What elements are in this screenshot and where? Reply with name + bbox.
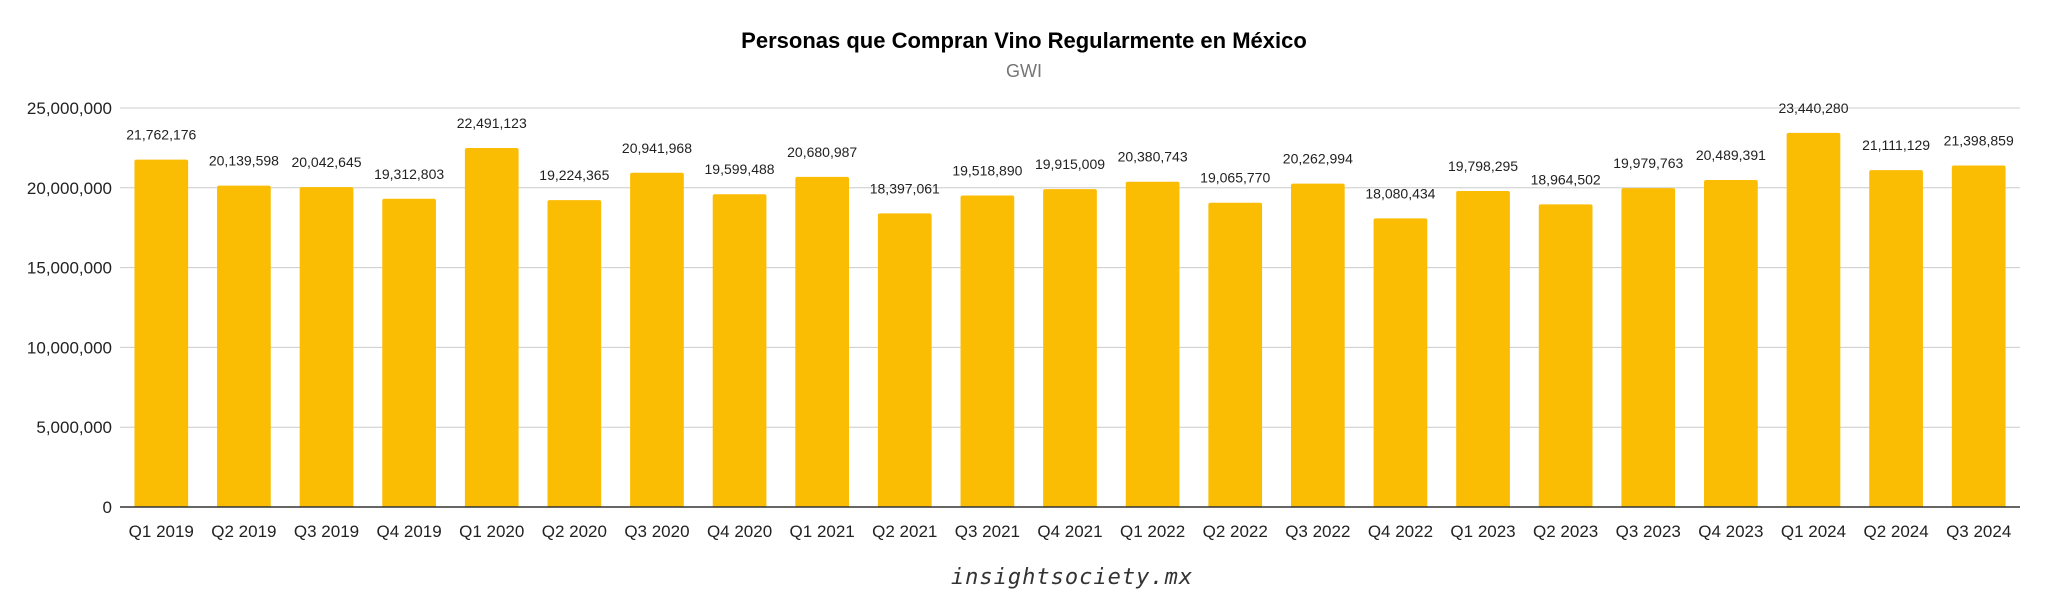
data-label: 19,065,770 xyxy=(1200,170,1270,186)
bar xyxy=(795,176,850,507)
y-tick-label: 25,000,000 xyxy=(27,99,112,118)
x-tick-label: Q4 2019 xyxy=(377,522,442,541)
bar xyxy=(1704,179,1758,507)
bar xyxy=(712,194,767,507)
x-tick-label: Q3 2020 xyxy=(624,522,689,541)
y-axis-ticks: 0 5,000,000 10,000,000 15,000,000 20,000,000… xyxy=(27,99,112,517)
bar xyxy=(960,195,1015,507)
data-label: 19,915,009 xyxy=(1035,156,1105,172)
data-label: 20,380,743 xyxy=(1118,149,1188,165)
x-tick-label: Q2 2019 xyxy=(211,522,276,541)
bar xyxy=(134,159,189,508)
x-tick-label: Q2 2022 xyxy=(1203,522,1268,541)
x-tick-label: Q4 2020 xyxy=(707,522,772,541)
data-label: 20,489,391 xyxy=(1696,147,1766,163)
data-label: 19,518,890 xyxy=(952,162,1022,178)
x-tick-label: Q4 2023 xyxy=(1698,522,1763,541)
data-label: 20,042,645 xyxy=(291,154,361,170)
bar xyxy=(547,200,602,507)
bar xyxy=(1538,204,1593,508)
bar xyxy=(1456,191,1510,507)
x-tick-label: Q2 2023 xyxy=(1533,522,1598,541)
data-label: 19,798,295 xyxy=(1448,158,1518,174)
y-tick-label: 20,000,000 xyxy=(27,179,112,198)
x-axis-ticks: Q1 2019 Q2 2019 Q3 2019 Q4 2019 Q1 2020 Q2 20… xyxy=(129,522,2012,541)
bar xyxy=(217,185,271,507)
bar xyxy=(1786,132,1841,507)
data-label: 18,964,502 xyxy=(1531,171,1601,187)
data-label: 23,440,280 xyxy=(1778,100,1848,116)
data-label: 19,979,763 xyxy=(1613,155,1683,171)
data-label: 20,680,987 xyxy=(787,144,857,160)
y-tick-label: 15,000,000 xyxy=(27,259,112,278)
data-label: 20,139,598 xyxy=(209,153,279,169)
data-label: 21,111,129 xyxy=(1862,137,1930,153)
data-label: 18,080,434 xyxy=(1365,185,1435,201)
bar xyxy=(382,198,436,507)
x-tick-label: Q1 2022 xyxy=(1120,522,1185,541)
x-tick-label: Q3 2024 xyxy=(1946,522,2011,541)
data-labels: 21,762,176 20,139,598 20,042,645 19,312,803… xyxy=(126,100,2014,202)
bar xyxy=(299,187,354,507)
y-tick-label: 5,000,000 xyxy=(36,418,112,437)
data-label: 20,941,968 xyxy=(622,140,692,156)
data-label: 21,398,859 xyxy=(1944,132,2014,148)
bar xyxy=(1208,202,1263,507)
data-label: 18,397,061 xyxy=(870,180,940,196)
bar xyxy=(1290,183,1345,508)
bar xyxy=(1951,165,2006,507)
bar xyxy=(1373,218,1428,507)
data-label: 20,262,994 xyxy=(1283,151,1353,167)
watermark: insightsociety.mx xyxy=(951,565,1193,590)
x-tick-label: Q1 2021 xyxy=(790,522,855,541)
bar xyxy=(1869,170,1923,507)
data-label: 22,491,123 xyxy=(457,115,527,131)
x-tick-label: Q2 2021 xyxy=(872,522,937,541)
x-tick-label: Q4 2022 xyxy=(1368,522,1433,541)
chart-subtitle: GWI xyxy=(1006,61,1042,81)
y-tick-label: 10,000,000 xyxy=(27,338,112,357)
y-tick-label: 0 xyxy=(103,498,112,517)
x-tick-label: Q3 2023 xyxy=(1616,522,1681,541)
x-tick-label: Q1 2024 xyxy=(1781,522,1846,541)
bar xyxy=(1043,189,1097,507)
x-tick-label: Q1 2020 xyxy=(459,522,524,541)
data-label: 21,762,176 xyxy=(126,127,196,143)
data-label: 19,312,803 xyxy=(374,166,444,182)
bar xyxy=(464,148,519,507)
x-tick-label: Q4 2021 xyxy=(1037,522,1102,541)
x-tick-label: Q1 2023 xyxy=(1450,522,1515,541)
data-label: 19,599,488 xyxy=(705,161,775,177)
x-tick-label: Q3 2021 xyxy=(955,522,1020,541)
x-tick-label: Q2 2020 xyxy=(542,522,607,541)
bar xyxy=(630,172,684,508)
bar xyxy=(1621,188,1676,507)
bar xyxy=(1125,181,1180,508)
data-label: 19,224,365 xyxy=(539,167,609,183)
x-tick-label: Q3 2019 xyxy=(294,522,359,541)
x-tick-label: Q1 2019 xyxy=(129,522,194,541)
bar xyxy=(877,213,932,507)
x-tick-label: Q3 2022 xyxy=(1285,522,1350,541)
chart-title: Personas que Compran Vino Regularmente e… xyxy=(741,28,1307,53)
x-tick-label: Q2 2024 xyxy=(1863,522,1928,541)
bars xyxy=(134,132,2006,508)
